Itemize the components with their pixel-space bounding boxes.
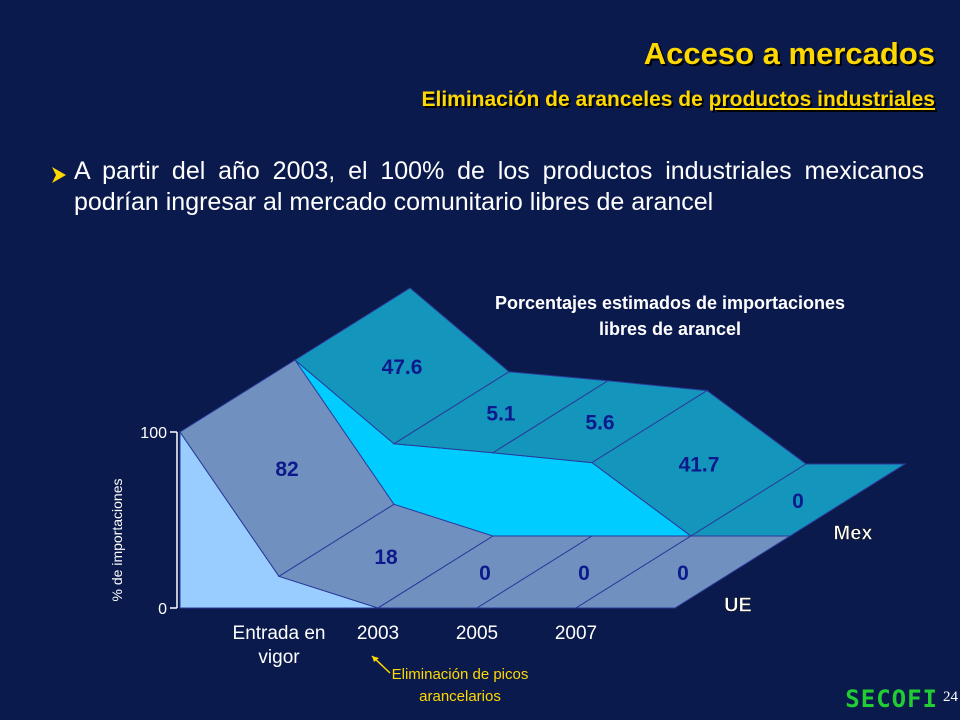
x-tick-label: 2007	[554, 623, 598, 644]
subtitle-underlined: productos industriales	[708, 88, 935, 111]
title: Acceso a mercados	[643, 36, 935, 71]
series-label: UE	[724, 595, 752, 617]
annotation-arrow-head	[372, 656, 379, 662]
chart-title: Porcentajes estimados de importaciones l…	[494, 293, 846, 339]
subtitle-text: Eliminación de aranceles de	[421, 88, 703, 111]
data-label: 0	[578, 562, 590, 585]
y-axis-label: % de importaciones	[109, 479, 125, 602]
x-tick-label: 2003	[356, 623, 400, 644]
x-tick-label: Entrada en vigor	[232, 623, 326, 668]
annotation: Eliminación de picos arancelarios	[391, 666, 529, 705]
data-label: 5.1	[486, 402, 516, 425]
data-label: 18	[374, 546, 398, 569]
logo: SECOFI	[845, 685, 938, 713]
data-label: 0	[479, 562, 491, 585]
x-tick-label: 2005	[455, 623, 499, 644]
series-label: Mex	[834, 523, 873, 545]
data-label: 82	[275, 458, 298, 481]
bullet-text: A partir del año 2003, el 100% de los pr…	[74, 157, 924, 216]
bullet-arrow	[52, 167, 66, 183]
subtitle: Eliminación de aranceles de productos in…	[421, 88, 935, 112]
y-tick-label: 0	[158, 601, 167, 618]
data-label: 47.6	[382, 356, 423, 379]
data-label: 0	[792, 490, 804, 513]
y-tick-label: 100	[140, 425, 167, 442]
data-label: 41.7	[679, 453, 720, 476]
data-label: 0	[677, 562, 689, 585]
page-number: 24	[943, 689, 958, 705]
data-label: 5.6	[585, 412, 614, 435]
area-segment	[574, 535, 792, 609]
